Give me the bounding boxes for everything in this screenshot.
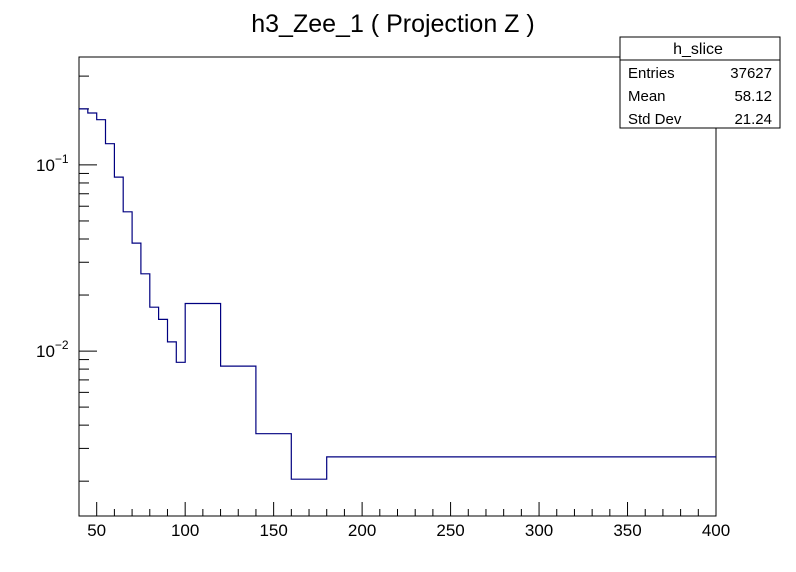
y-tick-mantissa: 10 bbox=[36, 342, 55, 361]
x-tick-label: 350 bbox=[613, 521, 641, 540]
x-tick-label: 150 bbox=[259, 521, 287, 540]
stats-box: h_slice Entries 37627 Mean 58.12 Std Dev… bbox=[619, 36, 781, 129]
plot-frame bbox=[78, 56, 717, 517]
x-tick-label: 400 bbox=[702, 521, 730, 540]
y-tick-label: 10−2 bbox=[36, 338, 69, 361]
stats-entries-label: Entries bbox=[628, 65, 675, 82]
y-tick-exponent: −1 bbox=[55, 152, 69, 166]
x-tick-label: 200 bbox=[348, 521, 376, 540]
x-tick-label: 50 bbox=[87, 521, 106, 540]
x-tick-label: 250 bbox=[436, 521, 464, 540]
y-tick-exponent: −2 bbox=[55, 338, 69, 352]
y-tick-mantissa: 10 bbox=[36, 156, 55, 175]
stats-stddev-value: 21.24 bbox=[734, 111, 772, 128]
histogram-series-line bbox=[79, 108, 716, 480]
stats-mean-value: 58.12 bbox=[734, 88, 772, 105]
x-tick-label: 100 bbox=[171, 521, 199, 540]
chart-title: h3_Zee_1 ( Projection Z ) bbox=[251, 10, 534, 38]
y-axis: 10−110−2 bbox=[36, 75, 97, 482]
stats-mean-label: Mean bbox=[628, 88, 666, 105]
x-axis: 50 100 150 200 250 300 350 400 bbox=[78, 502, 730, 540]
stats-box-title: h_slice bbox=[673, 41, 723, 58]
y-tick-label: 10−1 bbox=[36, 152, 69, 175]
x-tick-label: 300 bbox=[525, 521, 553, 540]
stats-entries-value: 37627 bbox=[730, 65, 772, 82]
stats-stddev-label: Std Dev bbox=[628, 111, 682, 128]
stats-box-frame bbox=[619, 36, 781, 129]
